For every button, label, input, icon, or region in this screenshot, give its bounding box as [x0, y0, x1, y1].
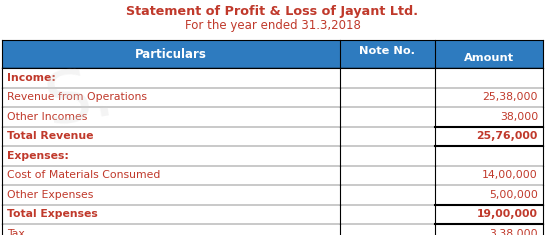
Bar: [2, 185, 543, 204]
Bar: [2, 107, 543, 126]
Text: Particulars: Particulars: [135, 47, 207, 60]
Text: 25,38,000: 25,38,000: [482, 92, 538, 102]
Text: For the year ended 31.3,2018: For the year ended 31.3,2018: [185, 20, 360, 32]
Text: 38,000: 38,000: [500, 112, 538, 122]
Bar: [2, 40, 543, 68]
Text: 19,00,000: 19,00,000: [477, 209, 538, 219]
Text: 14,00,000: 14,00,000: [482, 170, 538, 180]
Text: Note No.: Note No.: [360, 46, 415, 56]
Text: 3,38,000: 3,38,000: [489, 229, 538, 235]
Text: Cost of Materials Consumed: Cost of Materials Consumed: [7, 170, 160, 180]
Bar: [2, 87, 543, 107]
Text: Amount: Amount: [464, 53, 514, 63]
Text: Statement of Profit & Loss of Jayant Ltd.: Statement of Profit & Loss of Jayant Ltd…: [126, 5, 419, 19]
Text: Total Revenue: Total Revenue: [7, 131, 94, 141]
Text: Expenses:: Expenses:: [7, 151, 69, 161]
Bar: [2, 165, 543, 185]
Text: S.: S.: [40, 60, 120, 140]
Bar: [2, 126, 543, 146]
Text: Revenue from Operations: Revenue from Operations: [7, 92, 147, 102]
Bar: [2, 204, 543, 224]
Text: 25,76,000: 25,76,000: [477, 131, 538, 141]
Bar: [2, 68, 543, 87]
Text: 5,00,000: 5,00,000: [489, 190, 538, 200]
Text: Other Expenses: Other Expenses: [7, 190, 93, 200]
Text: Other Incomes: Other Incomes: [7, 112, 87, 122]
Bar: [2, 146, 543, 165]
Bar: [2, 224, 543, 235]
Text: Total Expenses: Total Expenses: [7, 209, 98, 219]
Text: Income:: Income:: [7, 73, 56, 83]
Text: Tax: Tax: [7, 229, 25, 235]
